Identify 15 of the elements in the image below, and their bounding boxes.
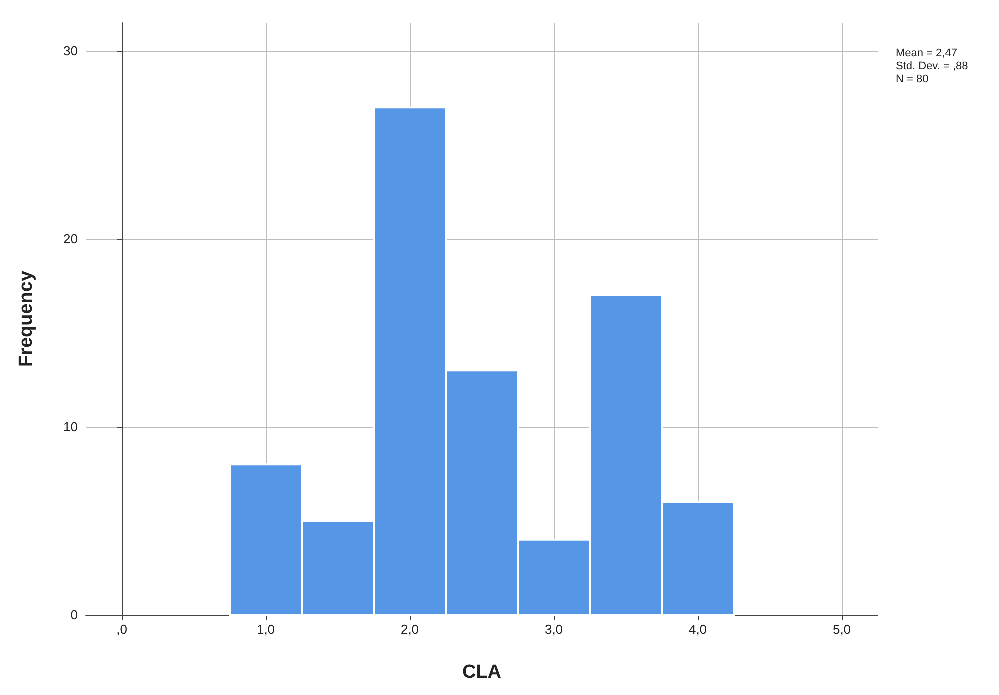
x-tick-label: 1,0 xyxy=(256,622,276,637)
y-tick-label: 0 xyxy=(70,608,78,622)
y-axis-title: Frequency xyxy=(16,270,37,368)
y-tick-label: 30 xyxy=(64,44,78,59)
x-tick-label: ,0 xyxy=(116,622,128,637)
x-tick-label: 4,0 xyxy=(688,622,708,637)
text: N = 80 xyxy=(896,74,929,86)
text: Std. Dev. = ,88 xyxy=(896,60,968,72)
y-tick-label: 10 xyxy=(64,420,78,435)
y-tick-label: 20 xyxy=(64,232,78,247)
x-tick-label: 5,0 xyxy=(832,622,852,637)
x-tick-label: 3,0 xyxy=(544,622,564,637)
x-axis-title: CLA xyxy=(462,662,502,683)
x-tick-label: 2,0 xyxy=(400,622,420,637)
text: Mean = 2,47 xyxy=(896,48,958,60)
